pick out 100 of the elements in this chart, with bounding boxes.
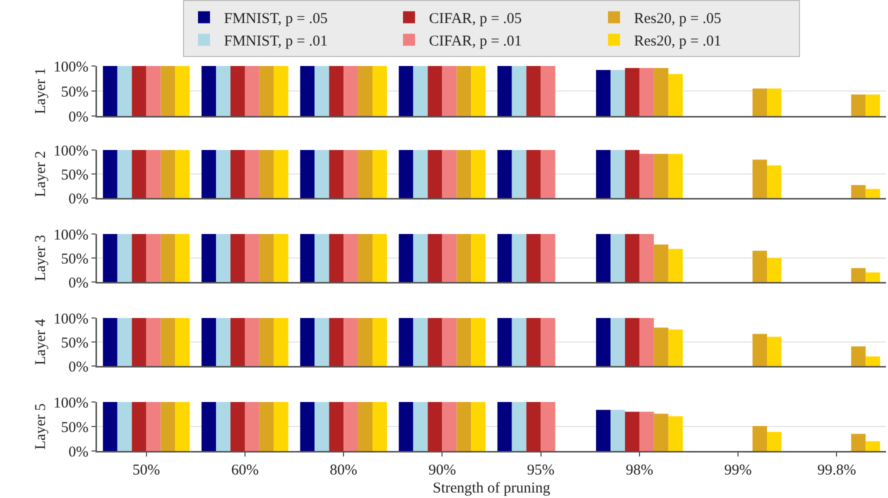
bar xyxy=(654,154,668,198)
bar xyxy=(497,150,512,198)
bar xyxy=(512,402,526,451)
bar xyxy=(526,402,541,451)
y-tick-label: 0% xyxy=(68,444,88,460)
bar xyxy=(314,234,330,282)
bar xyxy=(624,234,640,282)
bar xyxy=(428,234,442,282)
x-tick-label: 60% xyxy=(231,462,259,478)
bar xyxy=(413,66,428,116)
bar xyxy=(624,318,640,366)
bar xyxy=(358,234,372,282)
bar xyxy=(668,416,683,451)
bar xyxy=(766,432,782,451)
bar xyxy=(117,402,132,451)
bar xyxy=(329,318,344,366)
bar xyxy=(358,66,372,116)
bar xyxy=(372,234,387,282)
bar xyxy=(540,318,556,366)
y-tick-label: 100% xyxy=(54,227,88,244)
bar xyxy=(244,318,260,366)
y-tick-label: 50% xyxy=(61,251,88,268)
bar xyxy=(216,318,230,366)
bar xyxy=(428,402,442,451)
bar xyxy=(398,234,414,282)
bar xyxy=(596,70,611,116)
bar xyxy=(668,248,683,282)
bar xyxy=(413,402,428,451)
bar xyxy=(596,410,611,451)
bar xyxy=(259,66,274,116)
bar xyxy=(202,66,216,116)
bar xyxy=(102,66,118,116)
bar xyxy=(624,150,640,198)
x-tick-label: 99.8% xyxy=(817,462,856,478)
bar xyxy=(202,234,216,282)
bar xyxy=(259,150,274,198)
bar xyxy=(610,410,625,451)
bar xyxy=(329,402,344,451)
bar xyxy=(202,318,216,366)
bar xyxy=(314,66,330,116)
bar xyxy=(752,426,767,451)
bar xyxy=(596,234,611,282)
bar xyxy=(512,150,526,198)
bar xyxy=(639,154,654,198)
bar xyxy=(866,356,880,366)
bar xyxy=(442,402,457,451)
bar xyxy=(274,402,288,451)
bar xyxy=(175,318,190,366)
bar xyxy=(300,318,315,366)
bar xyxy=(230,402,245,451)
bar xyxy=(329,234,344,282)
bar xyxy=(398,66,414,116)
bar xyxy=(456,234,472,282)
bar xyxy=(274,234,288,282)
bar xyxy=(117,66,132,116)
bar xyxy=(456,150,472,198)
bar xyxy=(132,66,146,116)
bar xyxy=(428,150,442,198)
bar xyxy=(329,66,344,116)
bar xyxy=(766,88,782,116)
bar xyxy=(398,150,414,198)
bar xyxy=(274,318,288,366)
bar xyxy=(526,234,541,282)
y-tick-label: 50% xyxy=(61,167,88,184)
bar xyxy=(526,150,541,198)
bar xyxy=(428,318,442,366)
bar xyxy=(117,234,132,282)
bar xyxy=(300,150,315,198)
bar xyxy=(540,150,556,198)
bar xyxy=(230,66,245,116)
bar xyxy=(866,94,880,116)
y-tick-label: 50% xyxy=(61,335,88,352)
bar xyxy=(668,330,683,366)
bar xyxy=(413,318,428,366)
bar xyxy=(175,150,190,198)
bar xyxy=(413,150,428,198)
bar xyxy=(512,234,526,282)
bar xyxy=(471,66,486,116)
bar xyxy=(372,318,387,366)
bar xyxy=(497,402,512,451)
bar xyxy=(428,66,442,116)
bar xyxy=(540,66,556,116)
bar xyxy=(372,66,387,116)
bar xyxy=(398,402,414,451)
bar xyxy=(216,234,230,282)
y-axis-title: Layer 5 xyxy=(33,403,49,450)
bar xyxy=(639,412,654,451)
x-tick-label: 98% xyxy=(626,462,654,478)
bar xyxy=(526,318,541,366)
legend-label: FMNIST, p = .05 xyxy=(224,11,328,28)
bar xyxy=(610,70,625,116)
bar xyxy=(398,318,414,366)
bar xyxy=(160,66,176,116)
y-axis-title: Layer 4 xyxy=(33,318,49,366)
bar xyxy=(274,150,288,198)
bar xyxy=(259,402,274,451)
bar xyxy=(344,150,358,198)
bar xyxy=(866,441,880,451)
legend-label: CIFAR, p = .01 xyxy=(429,34,522,50)
bar xyxy=(160,318,176,366)
